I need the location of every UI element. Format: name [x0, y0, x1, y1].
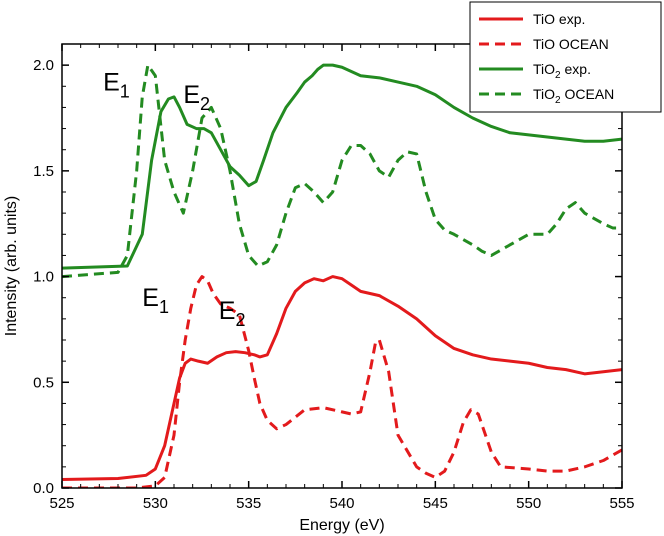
x-axis-label: Energy (eV)	[299, 517, 384, 534]
x-tick-label: 550	[516, 495, 541, 512]
series-line-1	[62, 275, 622, 488]
legend-label: TiO exp.	[533, 11, 585, 27]
legend-label: TiO2 exp.	[533, 61, 591, 81]
series-line-3	[62, 63, 622, 279]
y-axis-label: Intensity (arb. units)	[3, 196, 20, 337]
peak-label-E2: E2	[183, 81, 210, 114]
x-axis: 525 530 535 540 545 550 555	[49, 44, 635, 512]
series-line-0	[62, 275, 622, 482]
peak-label-E2: E2	[219, 297, 246, 330]
x-tick-label: 555	[609, 495, 634, 512]
y-tick-label: 0.0	[33, 480, 54, 497]
y-tick-label: 1.5	[33, 163, 54, 180]
series-layer	[62, 63, 622, 488]
peak-label-E1: E1	[142, 284, 169, 317]
y-tick-label: 1.0	[33, 269, 54, 286]
legend-label: TiO OCEAN	[533, 36, 609, 52]
y-tick-label: 2.0	[33, 57, 54, 74]
legend: TiO exp. TiO OCEAN TiO2 exp. TiO2 OCEAN	[469, 1, 662, 113]
x-tick-label: 530	[143, 495, 168, 512]
y-tick-label: 0.5	[33, 374, 54, 391]
peak-label-E1: E1	[103, 69, 130, 102]
series-line-2	[62, 63, 622, 270]
x-tick-label: 545	[423, 495, 448, 512]
y-axis: 0.0 0.5 1.0 1.5 2.0	[33, 57, 622, 497]
legend-label: TiO2 OCEAN	[533, 86, 614, 106]
x-tick-label: 525	[49, 495, 74, 512]
x-tick-label: 535	[236, 495, 261, 512]
peak-annotations: E1 E2 E1 E2	[103, 69, 245, 330]
x-tick-label: 540	[329, 495, 354, 512]
